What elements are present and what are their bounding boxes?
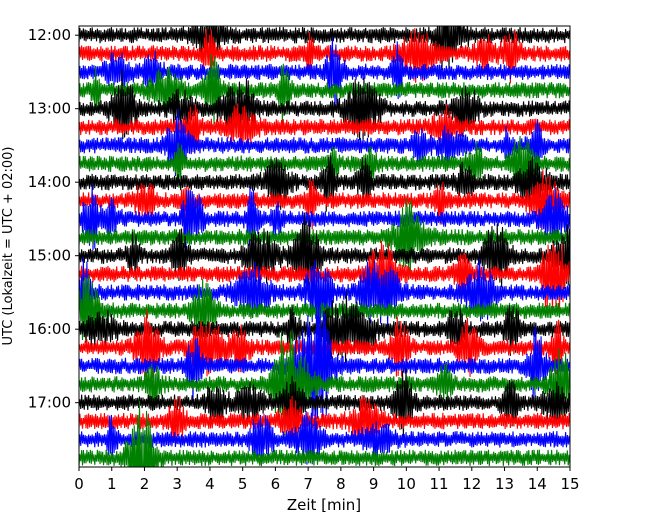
trace-line [79,184,570,254]
x-tick-label: 3 [172,475,182,493]
x-tick-label: 12 [462,475,481,493]
trace-line [79,135,570,200]
x-tick-label: 15 [560,475,579,493]
trace-line [79,28,570,84]
x-tick-label: 14 [528,475,547,493]
trace-line [79,103,570,153]
x-tick-label: 8 [336,475,346,493]
trace-line [79,240,570,314]
x-axis-ticks: 0 1 2 3 4 5 6 7 8 9 10 11 12 13 14 15 [74,467,580,493]
trace-line [79,395,570,448]
y-tick-label: 14:00 [28,173,71,191]
trace-line [79,109,570,177]
trace-line [79,37,570,111]
trace-line [79,296,570,439]
y-tick-label: 15:00 [28,247,71,265]
x-tick-label: 6 [271,475,281,493]
x-axis-label: Zeit [min] [287,496,361,514]
y-tick-label: 13:00 [28,100,71,118]
trace-line [79,256,570,329]
trace-line [79,69,570,141]
trace-line [79,53,570,126]
trace-line [79,275,570,341]
x-tick-label: 10 [397,475,416,493]
x-tick-label: 4 [205,475,215,493]
x-tick-label: 2 [140,475,150,493]
y-tick-label: 17:00 [28,394,71,412]
x-tick-label: 7 [303,475,313,493]
trace-line [79,26,570,71]
seismic-traces [79,26,570,467]
trace-line [79,400,570,467]
plot-frame [78,25,571,468]
x-tick-label: 11 [430,475,449,493]
trace-line [79,330,570,443]
trace-line [79,212,570,292]
y-axis-label: UTC (Lokalzeit = UTC + 02:00) [1,147,16,346]
x-tick-label: 13 [495,475,514,493]
y-tick-label: 12:00 [28,26,71,44]
y-tick-label: 16:00 [28,320,71,338]
x-tick-label: 1 [107,475,117,493]
x-tick-label: 0 [74,475,84,493]
trace-line [79,368,570,439]
x-tick-label: 5 [238,475,248,493]
trace-line [79,169,570,232]
y-axis-ticks: 12:00 13:00 14:00 15:00 16:00 17:00 [28,26,79,412]
x-tick-label: 9 [369,475,379,493]
trace-line [79,411,570,466]
